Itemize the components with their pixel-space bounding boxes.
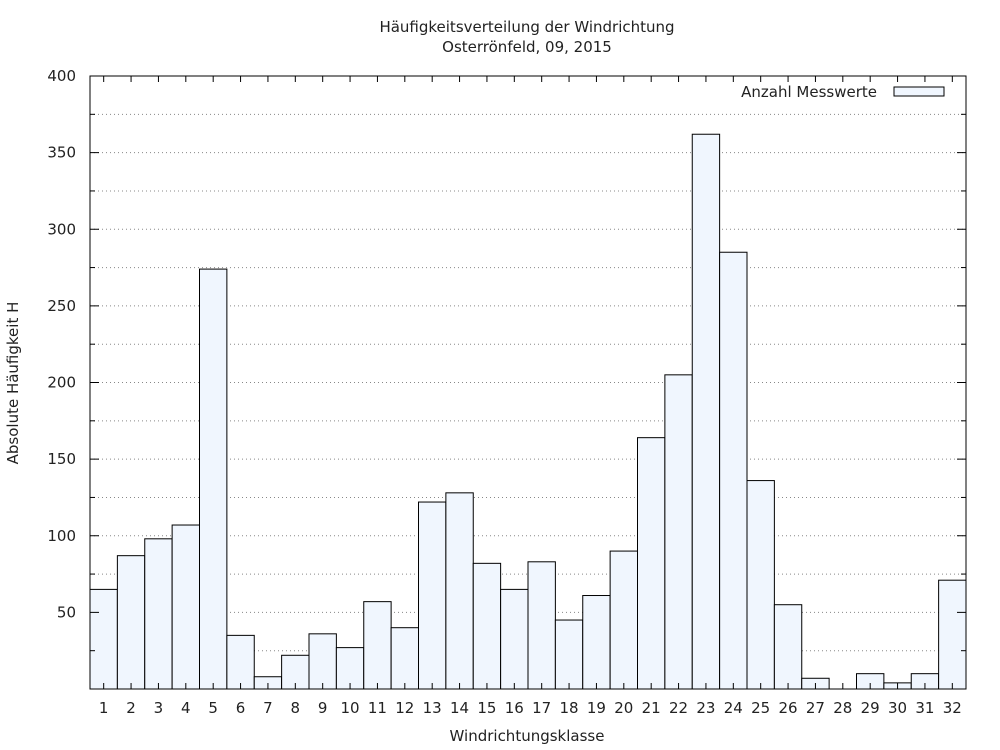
x-tick-label: 13 bbox=[423, 699, 442, 717]
chart-subtitle: Osterrönfeld, 09, 2015 bbox=[442, 38, 612, 56]
x-tick-label: 3 bbox=[154, 699, 164, 717]
bar-13 bbox=[418, 501, 447, 690]
bar-32 bbox=[938, 579, 967, 690]
x-tick-label: 8 bbox=[291, 699, 301, 717]
x-tick-label: 14 bbox=[450, 699, 469, 717]
bar-6 bbox=[226, 634, 255, 690]
bar-12 bbox=[390, 627, 419, 690]
x-tick-label: 9 bbox=[318, 699, 328, 717]
x-tick-label: 29 bbox=[861, 699, 880, 717]
x-tick-label: 32 bbox=[943, 699, 962, 717]
bar-2 bbox=[116, 555, 146, 690]
bar-3 bbox=[144, 538, 173, 690]
bar-5 bbox=[199, 268, 228, 690]
bar-20 bbox=[609, 550, 638, 690]
bar-18 bbox=[554, 619, 584, 690]
x-tick-label: 20 bbox=[614, 699, 633, 717]
x-tick-label: 31 bbox=[915, 699, 934, 717]
x-tick-label: 27 bbox=[806, 699, 825, 717]
x-tick-label: 2 bbox=[126, 699, 136, 717]
bar-23 bbox=[691, 133, 721, 690]
x-tick-label: 21 bbox=[642, 699, 661, 717]
x-tick-label: 15 bbox=[477, 699, 496, 717]
x-tick-label: 17 bbox=[532, 699, 551, 717]
bar-22 bbox=[664, 374, 693, 690]
x-tick-label: 22 bbox=[669, 699, 688, 717]
y-axis-label: Absolute Häufigkeit H bbox=[4, 302, 22, 465]
x-axis-label: Windrichtungsklasse bbox=[450, 727, 605, 745]
y-tick-label: 50 bbox=[57, 603, 76, 621]
x-tick-label: 6 bbox=[236, 699, 246, 717]
bar-16 bbox=[500, 588, 529, 690]
x-tick-label: 10 bbox=[341, 699, 360, 717]
x-tick-label: 16 bbox=[505, 699, 524, 717]
bar-26 bbox=[773, 604, 803, 690]
x-tick-label: 25 bbox=[751, 699, 770, 717]
legend: Anzahl Messwerte bbox=[741, 83, 945, 101]
bar-25 bbox=[746, 480, 775, 690]
x-tick-label: 30 bbox=[888, 699, 907, 717]
bar-19 bbox=[582, 595, 611, 690]
legend-swatch bbox=[893, 86, 945, 97]
y-tick-label: 150 bbox=[47, 450, 76, 468]
bars bbox=[89, 133, 967, 690]
x-tick-label: 5 bbox=[208, 699, 218, 717]
x-tick-label: 18 bbox=[560, 699, 579, 717]
bar-11 bbox=[363, 601, 392, 690]
bar-21 bbox=[637, 437, 666, 690]
legend-label: Anzahl Messwerte bbox=[741, 83, 877, 101]
x-tick-labels: 1 2 3 4 5 6 7 8 9 10 11 12 13 14 15 16 17 18 19 20 21 22 23 24 2… bbox=[99, 76, 962, 717]
chart-title: Häufigkeitsverteilung der Windrichtung bbox=[379, 18, 674, 36]
y-tick-label: 350 bbox=[47, 144, 76, 162]
y-tick-label: 100 bbox=[47, 527, 76, 545]
x-tick-label: 1 bbox=[99, 699, 109, 717]
bar-9 bbox=[308, 633, 337, 690]
y-tick-label: 300 bbox=[47, 220, 76, 238]
x-tick-label: 12 bbox=[395, 699, 414, 717]
y-tick-label: 200 bbox=[47, 374, 76, 392]
x-tick-label: 19 bbox=[587, 699, 606, 717]
y-tick-label: 400 bbox=[47, 67, 76, 85]
bar-17 bbox=[527, 561, 556, 690]
bar-10 bbox=[335, 647, 365, 690]
y-tick-label: 250 bbox=[47, 297, 76, 315]
x-tick-label: 4 bbox=[181, 699, 191, 717]
plot-frame bbox=[89, 75, 967, 690]
x-tick-label: 28 bbox=[833, 699, 852, 717]
x-tick-label: 26 bbox=[779, 699, 798, 717]
x-tick-label: 24 bbox=[724, 699, 743, 717]
y-tick-labels: 50 100 150 200 250 300 350 400 bbox=[47, 67, 966, 652]
x-tick-label: 7 bbox=[263, 699, 273, 717]
bar-15 bbox=[472, 562, 502, 690]
bar-1 bbox=[89, 588, 118, 690]
bar-4 bbox=[171, 524, 200, 690]
x-tick-label: 11 bbox=[368, 699, 387, 717]
x-tick-label: 23 bbox=[696, 699, 715, 717]
bar-14 bbox=[445, 492, 474, 690]
bar-24 bbox=[719, 251, 748, 690]
